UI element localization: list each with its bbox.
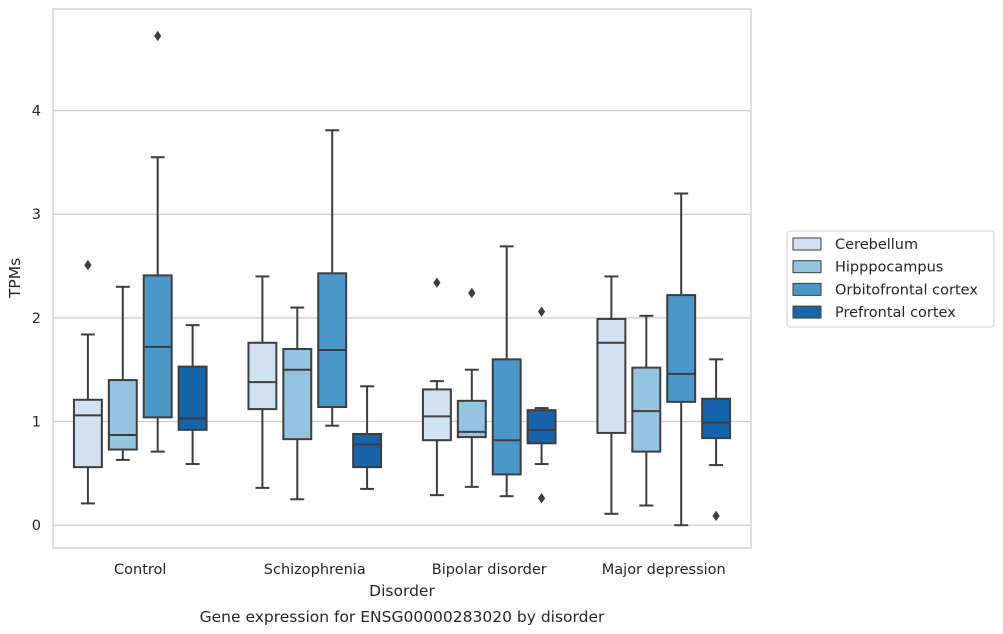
box-iqr: [282, 347, 313, 441]
box-2-2: [491, 245, 522, 498]
x-axis-ticks: Control Schizophrenia Bipolar disorder Majo…: [114, 562, 726, 578]
x-tick-label: Major depression: [602, 562, 726, 578]
outlier-point: [538, 493, 546, 504]
legend: Cerebellum Hipppocampus Orbitofrontal cort…: [786, 230, 995, 328]
legend-frame: [786, 230, 995, 328]
legend-label: Cerebellum: [835, 237, 918, 253]
plot-frame: [52, 8, 752, 549]
y-axis-ticks: 0 1 2 3 4: [32, 104, 41, 535]
outlier-point: [538, 306, 546, 317]
legend-swatch: [792, 305, 822, 319]
box-iqr: [491, 358, 522, 476]
box-iqr: [72, 398, 103, 469]
y-axis-label: TPMs: [6, 258, 24, 299]
y-tick-label: 0: [32, 518, 41, 534]
outlier-point: [433, 277, 441, 288]
box-3-0: [177, 324, 208, 466]
outlier-point: [84, 259, 92, 271]
box-0-0: [72, 259, 103, 505]
boxes: [72, 30, 732, 527]
box-iqr: [107, 379, 138, 451]
box-2-3: [666, 192, 697, 527]
y-tick-label: 3: [32, 207, 41, 223]
legend-label: Prefrontal cortex: [835, 305, 956, 321]
outlier-point: [468, 287, 476, 299]
y-tick-label: 2: [32, 311, 41, 327]
box-iqr: [666, 294, 697, 403]
box-2-0: [142, 30, 173, 453]
x-tick-label: Bipolar disorder: [432, 562, 547, 578]
outlier-point: [154, 30, 162, 42]
x-axis-label: Disorder: [369, 582, 435, 600]
box-1-3: [631, 314, 662, 507]
box-1-2: [456, 287, 487, 488]
legend-swatch: [792, 282, 822, 296]
x-tick-label: Control: [114, 562, 166, 578]
box-0-3: [596, 275, 627, 515]
legend-label: Orbitofrontal cortex: [835, 282, 978, 298]
box-iqr: [247, 341, 278, 411]
outlier-point: [712, 510, 720, 522]
figure-caption: Gene expression for ENSG00000283020 by d…: [200, 608, 605, 626]
box-iqr: [177, 365, 208, 431]
box-3-2: [526, 306, 557, 504]
box-iqr: [352, 432, 383, 469]
box-iqr: [631, 366, 662, 453]
legend-swatch: [792, 260, 822, 274]
legend-label: Hipppocampus: [835, 260, 943, 276]
y-tick-label: 4: [32, 104, 41, 120]
box-3-3: [701, 358, 732, 522]
box-1-0: [107, 285, 138, 461]
box-iqr: [701, 397, 732, 440]
box-3-1: [352, 385, 383, 490]
box-iqr: [317, 272, 348, 409]
box-iqr: [526, 409, 557, 445]
box-iqr: [596, 317, 627, 434]
box-2-1: [317, 129, 348, 427]
y-tick-label: 1: [32, 415, 41, 431]
x-tick-label: Schizophrenia: [264, 562, 366, 578]
box-0-2: [421, 277, 452, 497]
box-iqr: [421, 388, 452, 442]
box-0-1: [247, 275, 278, 489]
legend-swatch: [792, 237, 822, 251]
box-1-1: [282, 306, 313, 501]
